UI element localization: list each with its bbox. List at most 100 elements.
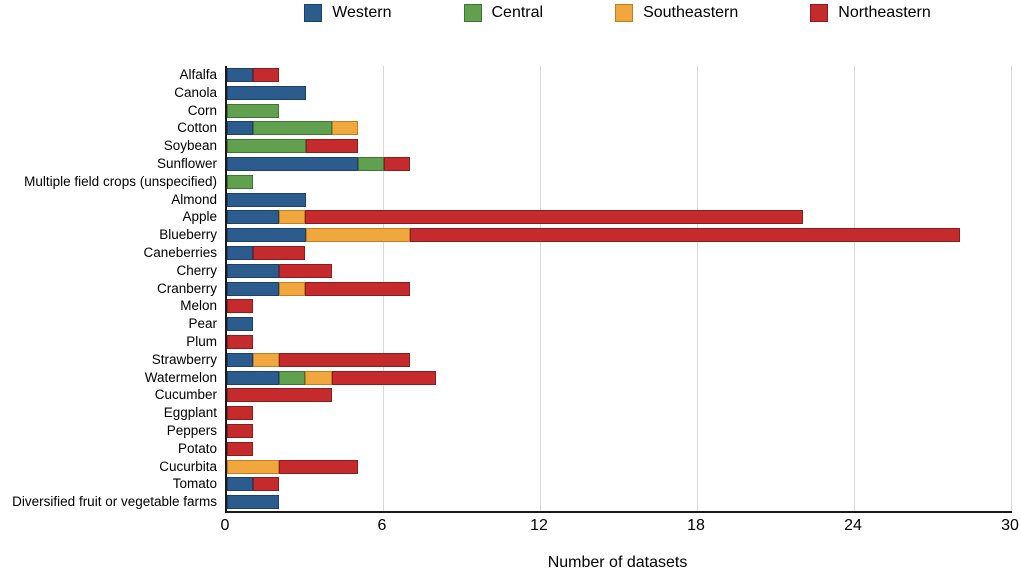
bar-row — [227, 85, 306, 100]
y-axis-label: Caneberries — [143, 244, 217, 260]
bar-row — [227, 67, 280, 82]
bar-row — [227, 495, 280, 510]
y-axis-label: Eggplant — [163, 405, 217, 421]
bar-row — [227, 103, 280, 118]
bar-row — [227, 263, 332, 278]
bar-segment-northeastern — [410, 228, 960, 243]
bar-row — [227, 299, 254, 314]
bar-row — [227, 121, 358, 136]
y-axis-label: Cucurbita — [159, 458, 217, 474]
y-axis-label: Corn — [187, 102, 217, 118]
y-axis-label: Melon — [180, 298, 217, 314]
y-axis-label: Diversified fruit or vegetable farms — [12, 494, 217, 510]
bar-segment-southeastern — [279, 281, 306, 296]
bar-segment-southeastern — [305, 370, 332, 385]
bar-segment-western — [227, 245, 254, 260]
bar-segment-central — [357, 156, 384, 171]
bar-segment-western — [227, 210, 280, 225]
legend-swatch-northeastern — [810, 4, 829, 22]
bar-segment-northeastern — [227, 388, 332, 403]
bar-segment-northeastern — [227, 441, 254, 456]
bar-row — [227, 245, 306, 260]
bar-segment-northeastern — [305, 139, 358, 154]
bar-row — [227, 156, 411, 171]
bar-row — [227, 228, 960, 243]
gridline-x-18 — [697, 66, 698, 511]
x-axis-title: Number of datasets — [547, 554, 688, 571]
bar-segment-central — [253, 121, 332, 136]
bar-segment-southeastern — [279, 210, 306, 225]
bar-segment-northeastern — [227, 406, 254, 421]
y-axis-label: Watermelon — [144, 369, 217, 385]
y-axis-label: Strawberry — [151, 351, 217, 367]
bar-segment-western — [227, 477, 254, 492]
bar-row — [227, 441, 254, 456]
bar-segment-western — [227, 228, 306, 243]
bar-row — [227, 334, 254, 349]
bar-segment-northeastern — [253, 67, 280, 82]
legend-swatch-southeastern — [615, 4, 634, 22]
bar-row — [227, 281, 411, 296]
x-axis-tick-label: 18 — [687, 517, 705, 534]
y-axis-label: Tomato — [172, 476, 217, 492]
y-axis-label: Multiple field crops (unspecified) — [24, 173, 217, 189]
bar-segment-northeastern — [227, 299, 254, 314]
bar-row — [227, 459, 358, 474]
x-axis-tick-label: 24 — [844, 517, 862, 534]
bar-segment-northeastern — [331, 370, 437, 385]
bar-segment-western — [227, 67, 254, 82]
x-axis-tick-label: 0 — [220, 517, 230, 534]
y-axis-label: Sunflower — [156, 155, 217, 171]
bar-segment-western — [227, 85, 306, 100]
bar-segment-northeastern — [305, 210, 803, 225]
bar-segment-western — [227, 281, 280, 296]
bar-segment-western — [227, 192, 306, 207]
bar-segment-western — [227, 156, 358, 171]
bar-row — [227, 477, 280, 492]
legend-label: Northeastern — [838, 4, 931, 21]
gridline-x-12 — [540, 66, 541, 511]
bar-segment-southeastern — [253, 352, 280, 367]
y-axis-label: Cherry — [176, 262, 217, 278]
bar-segment-southeastern — [305, 228, 411, 243]
legend-label: Western — [332, 4, 392, 21]
bar-row — [227, 317, 254, 332]
bar-segment-western — [227, 370, 280, 385]
legend-label: Southeastern — [643, 4, 739, 21]
bar-segment-central — [227, 174, 254, 189]
legend-item-northeastern: Northeastern — [810, 4, 931, 22]
bar-segment-northeastern — [305, 281, 411, 296]
legend-item-southeastern: Southeastern — [615, 4, 738, 22]
bar-row — [227, 192, 306, 207]
bar-row — [227, 406, 254, 421]
bar-segment-northeastern — [279, 459, 358, 474]
bar-row — [227, 139, 358, 154]
legend-swatch-central — [463, 4, 482, 22]
y-axis-label: Peppers — [166, 422, 217, 438]
bar-segment-northeastern — [253, 245, 306, 260]
legend-swatch-western — [304, 4, 323, 22]
bar-segment-central — [279, 370, 306, 385]
bar-row — [227, 423, 254, 438]
bar-row — [227, 388, 332, 403]
bar-row — [227, 352, 411, 367]
bar-segment-northeastern — [279, 352, 411, 367]
bar-segment-central — [227, 103, 280, 118]
gridline-x-30 — [1011, 66, 1012, 511]
bar-segment-western — [227, 352, 254, 367]
bar-segment-northeastern — [253, 477, 280, 492]
legend: Western Central Southeastern Northeastern — [225, 1, 1010, 25]
bar-row — [227, 370, 437, 385]
bar-segment-western — [227, 317, 254, 332]
x-axis-tick-label: 12 — [530, 517, 548, 534]
x-axis-tick-label: 30 — [1001, 517, 1019, 534]
bar-row — [227, 174, 254, 189]
bar-segment-southeastern — [331, 121, 358, 136]
y-axis-label: Cranberry — [156, 280, 217, 296]
bar-segment-northeastern — [383, 156, 411, 171]
bar-segment-northeastern — [227, 423, 254, 438]
x-axis-tick-label: 6 — [377, 517, 387, 534]
y-axis-label: Soybean — [163, 138, 217, 154]
gridline-x-24 — [854, 66, 855, 511]
bar-segment-western — [227, 495, 280, 510]
